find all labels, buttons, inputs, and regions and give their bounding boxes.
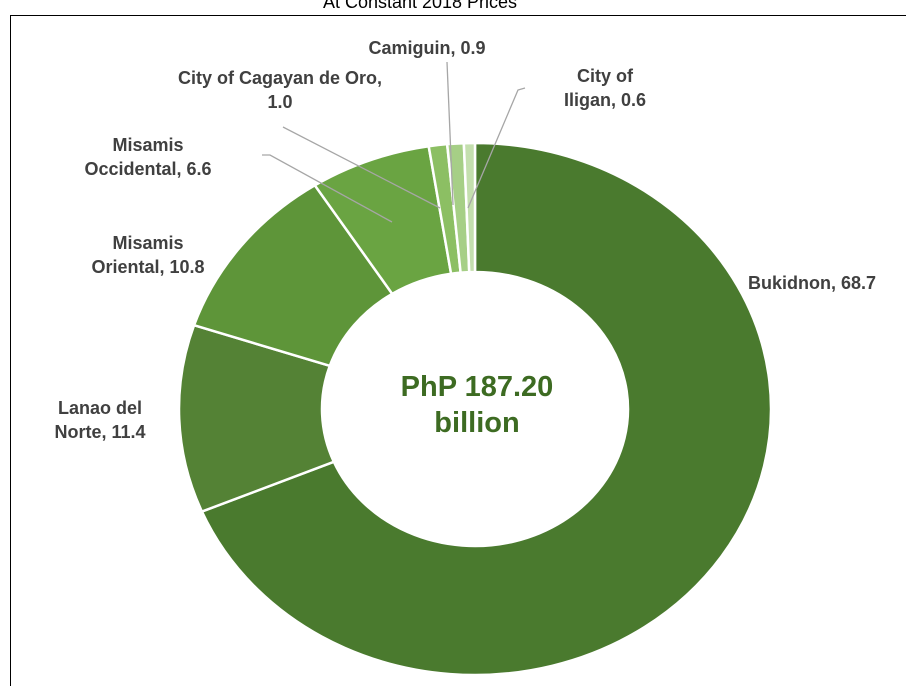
chart-subtitle: At Constant 2018 Prices	[322, 0, 518, 12]
leader-line	[446, 61, 454, 206]
slice	[200, 141, 773, 677]
data-label: City of Iligan, 0.6	[563, 66, 647, 110]
data-label: Camiguin, 0.9	[368, 38, 486, 58]
slices	[177, 141, 773, 677]
data-label: Bukidnon, 68.7	[748, 273, 877, 293]
leader-line	[262, 154, 393, 223]
center-annotation: PhP 187.20 billion	[400, 371, 554, 439]
leader-lines	[262, 61, 526, 223]
data-label: Misamis Occidental, 6.6	[84, 135, 212, 179]
slice	[462, 141, 477, 274]
data-label: Misamis Oriental, 10.8	[91, 233, 205, 277]
data-label: City of Cagayan de Oro, 1.0	[177, 68, 383, 112]
data-label: Lanao del Norte, 11.4	[54, 398, 146, 442]
frame	[10, 15, 906, 686]
leader-line	[282, 126, 441, 209]
leader-line	[467, 87, 526, 209]
